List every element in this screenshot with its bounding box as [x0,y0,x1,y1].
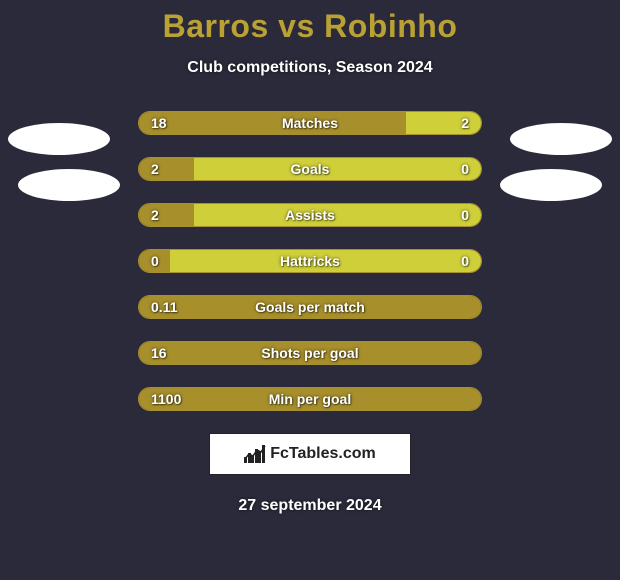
logo-text: FcTables.com [270,445,376,463]
stat-bar: 1100Min per goal [138,387,482,411]
stat-bar: 18Matches2 [138,111,482,135]
vs-text: vs [278,8,315,44]
player-right-name: Robinho [324,8,457,44]
bar-label: Assists [139,204,481,226]
stat-bar: 0.11Goals per match [138,295,482,319]
stat-bar: 2Goals0 [138,157,482,181]
player-left-name: Barros [163,8,269,44]
side-ellipse [510,123,612,155]
bar-label: Matches [139,112,481,134]
stat-bar: 16Shots per goal [138,341,482,365]
bar-label: Goals [139,158,481,180]
side-ellipse [500,169,602,201]
bar-label: Min per goal [139,388,481,410]
date-text: 27 september 2024 [0,497,620,515]
bar-value-right: 2 [461,112,469,134]
bar-label: Hattricks [139,250,481,272]
subtitle: Club competitions, Season 2024 [0,59,620,77]
bars-area: 18Matches22Goals02Assists00Hattricks00.1… [0,111,620,411]
bar-value-right: 0 [461,204,469,226]
side-ellipse [18,169,120,201]
bar-value-right: 0 [461,158,469,180]
bar-label: Shots per goal [139,342,481,364]
page-title: Barros vs Robinho [0,0,620,45]
bar-label: Goals per match [139,296,481,318]
side-ellipse [8,123,110,155]
stat-bar: 0Hattricks0 [138,249,482,273]
logo-box: FcTables.com [209,433,411,475]
logo-chart-icon [244,445,266,463]
comparison-infographic: Barros vs Robinho Club competitions, Sea… [0,0,620,580]
bar-value-right: 0 [461,250,469,272]
stat-bar: 2Assists0 [138,203,482,227]
